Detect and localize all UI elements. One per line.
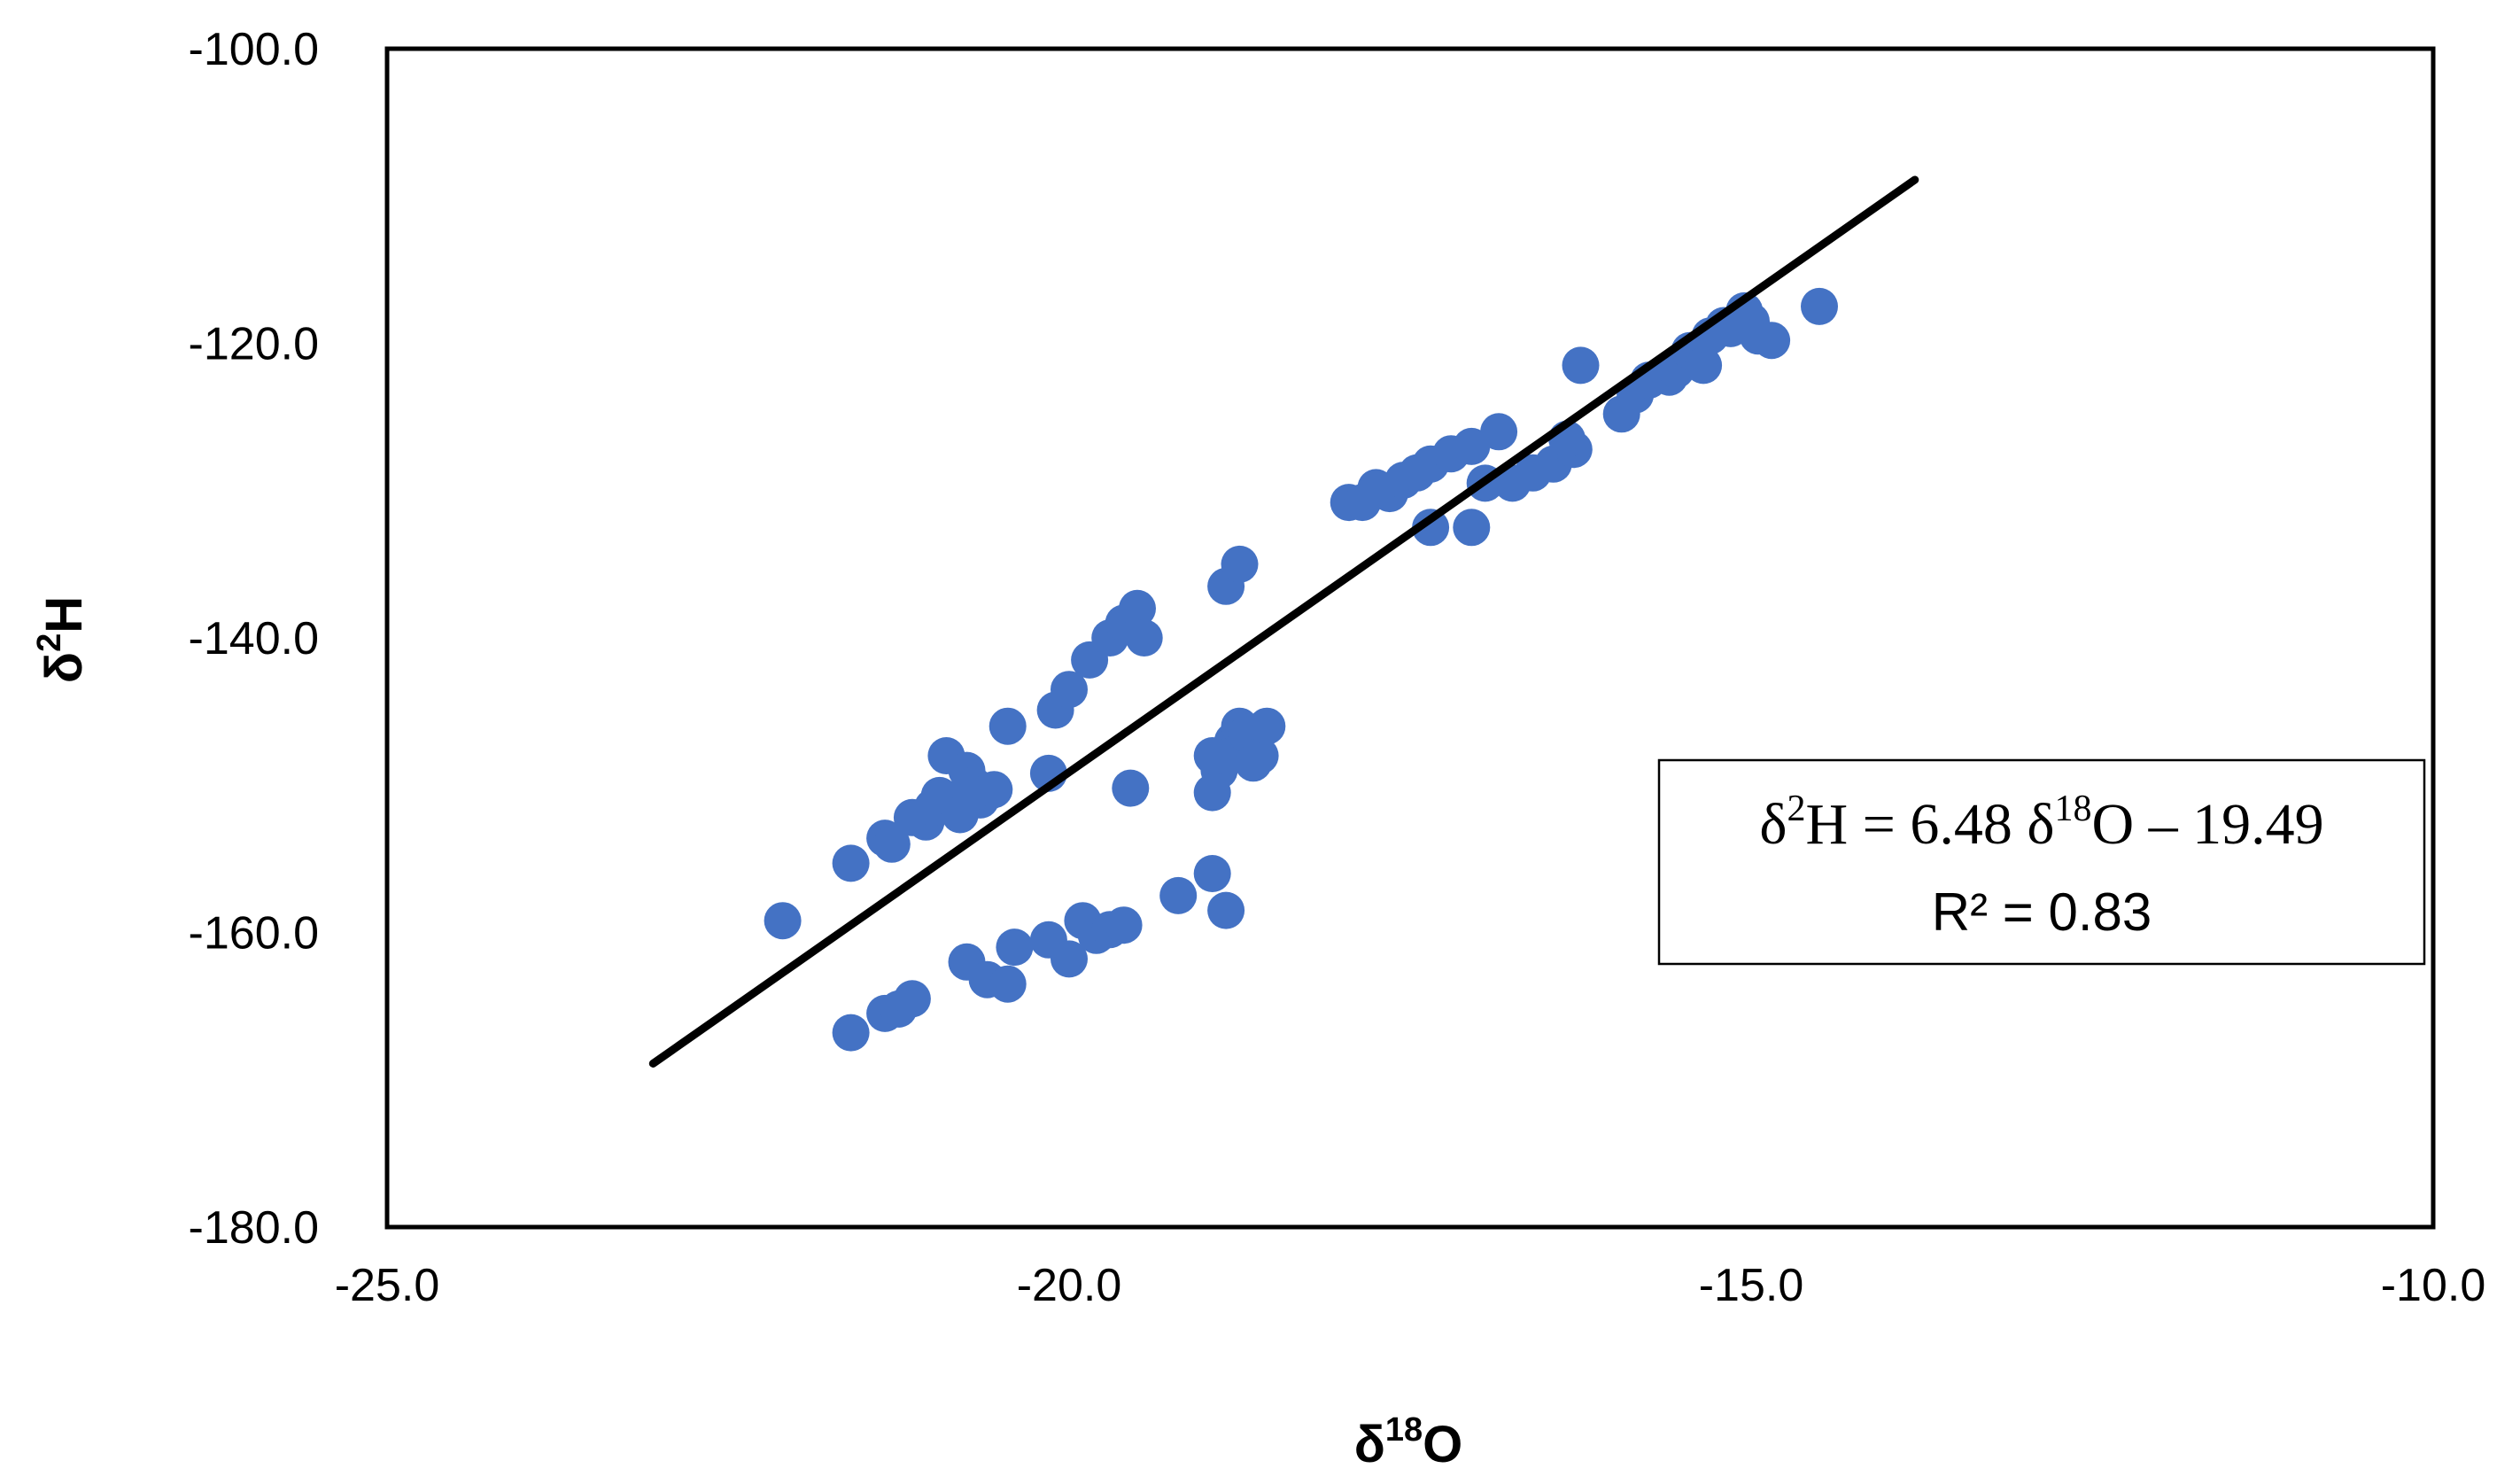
- data-point: [989, 707, 1027, 745]
- x-tick-label: -25.0: [335, 1260, 440, 1311]
- data-point: [1685, 346, 1723, 385]
- x-tick-labels: -25.0 -20.0 -15.0 -10.0: [335, 1260, 2486, 1311]
- data-point: [1221, 545, 1259, 583]
- y-tick-label: -180.0: [189, 1202, 319, 1254]
- data-point: [1480, 413, 1518, 451]
- trendline: [648, 175, 1919, 1068]
- r-squared-label: R² = 0.83: [1932, 882, 2152, 942]
- x-axis-title: δ18O: [1354, 1411, 1463, 1473]
- x-tick-label: -15.0: [1699, 1260, 1804, 1311]
- data-point: [1412, 509, 1450, 547]
- equation-box-frame: [1657, 758, 2426, 966]
- data-point: [1112, 769, 1150, 807]
- y-tick-label: -160.0: [189, 908, 319, 960]
- data-point: [893, 980, 931, 1018]
- data-point: [1105, 906, 1143, 944]
- data-points: [764, 287, 1838, 1052]
- y-tick-label: -120.0: [189, 319, 319, 370]
- data-point: [1125, 619, 1163, 657]
- y-tick-label: -140.0: [189, 613, 319, 664]
- data-point: [1193, 855, 1231, 892]
- data-point: [989, 965, 1027, 1003]
- data-point: [1753, 322, 1791, 360]
- data-point: [832, 1014, 870, 1052]
- equation-box: δ2H = 6.48 δ18O – 19.49 R² = 0.83: [1657, 758, 2426, 966]
- data-point: [1248, 707, 1286, 745]
- data-point: [1207, 891, 1245, 929]
- data-point: [975, 771, 1013, 809]
- trendline-layer: [648, 175, 1919, 1068]
- data-point: [872, 825, 911, 863]
- regression-equation: δ2H = 6.48 δ18O – 19.49: [1759, 789, 2323, 857]
- data-point: [764, 902, 802, 940]
- x-tick-label: -10.0: [2381, 1260, 2486, 1311]
- data-point: [1453, 427, 1491, 465]
- y-axis-title: δ2H: [31, 596, 93, 683]
- data-point: [1193, 737, 1231, 774]
- data-point: [1051, 671, 1088, 709]
- data-point: [1051, 940, 1088, 978]
- plot-frame: [384, 46, 2436, 1230]
- data-point: [1562, 346, 1600, 385]
- data-point: [1801, 287, 1838, 325]
- data-point: [832, 844, 870, 882]
- data-point: [1119, 589, 1156, 627]
- data-point: [1159, 876, 1198, 914]
- y-tick-label: -100.0: [189, 24, 319, 75]
- data-point: [996, 928, 1034, 967]
- y-tick-labels: -100.0 -120.0 -140.0 -160.0 -180.0: [189, 24, 319, 1254]
- data-point: [1453, 509, 1491, 547]
- data-point: [1241, 737, 1279, 774]
- x-tick-label: -20.0: [1017, 1260, 1122, 1311]
